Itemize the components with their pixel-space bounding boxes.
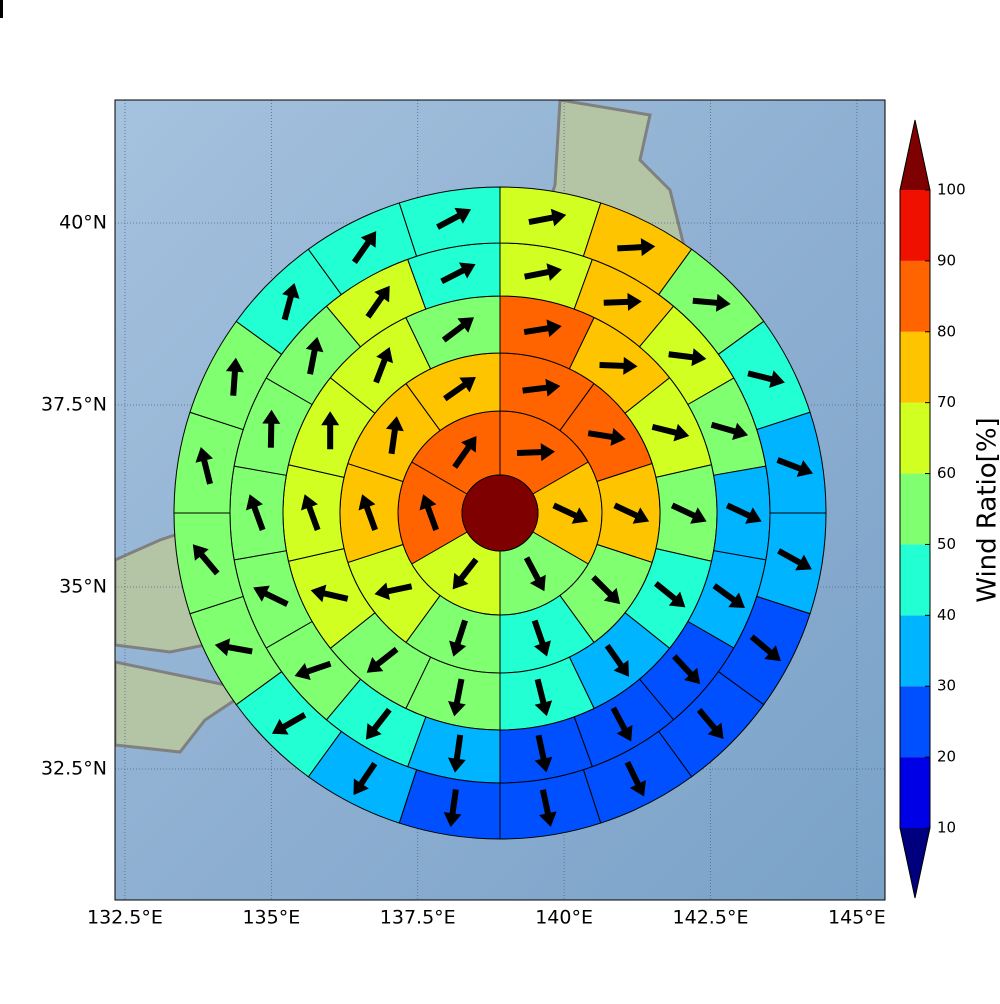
colorbar-tick-label: 50: [937, 535, 956, 553]
colorbar-segment: [900, 615, 930, 686]
colorbar-segment: [900, 403, 930, 474]
x-tick-label: 140°E: [535, 907, 593, 929]
colorbar-tick-label: 70: [937, 393, 956, 411]
colorbar-tick-label: 80: [937, 322, 956, 340]
colorbar-over: [900, 120, 930, 190]
x-tick-label: 135°E: [242, 907, 300, 929]
colorbar-label: Wind Ratio[%]: [973, 417, 1000, 602]
colorbar-under: [900, 828, 930, 898]
colorbar-segment: [900, 261, 930, 332]
colorbar: 10 20 30 40 50 60 70 80 90 100: [900, 120, 966, 898]
colorbar-tick-label: 40: [937, 606, 956, 624]
colorbar-segment: [900, 544, 930, 615]
colorbar-segment: [900, 686, 930, 757]
colorbar-tick-label: 60: [937, 464, 956, 482]
wind-arrow: [0, 0, 9, 18]
y-tick-label: 37.5°N: [41, 394, 107, 416]
colorbar-tick-label: 30: [937, 677, 956, 695]
colorbar-segment: [900, 190, 930, 261]
y-tick-label: 35°N: [59, 575, 107, 597]
y-tick-label: 32.5°N: [41, 757, 107, 779]
colorbar-tick-label: 90: [937, 251, 956, 269]
x-tick-label: 137.5°E: [380, 907, 456, 929]
colorbar-segment: [900, 757, 930, 828]
y-tick-label: 40°N: [59, 212, 107, 234]
x-tick-label: 132.5°E: [87, 907, 163, 929]
colorbar-segment: [900, 474, 930, 545]
colorbar-segment: [900, 332, 930, 403]
center-disc: [462, 475, 538, 551]
colorbar-tick-label: 100: [937, 181, 966, 199]
x-tick-label: 145°E: [828, 907, 886, 929]
colorbar-tick-label: 20: [937, 748, 956, 766]
x-tick-label: 142.5°E: [673, 907, 749, 929]
colorbar-tick-label: 10: [937, 819, 956, 837]
